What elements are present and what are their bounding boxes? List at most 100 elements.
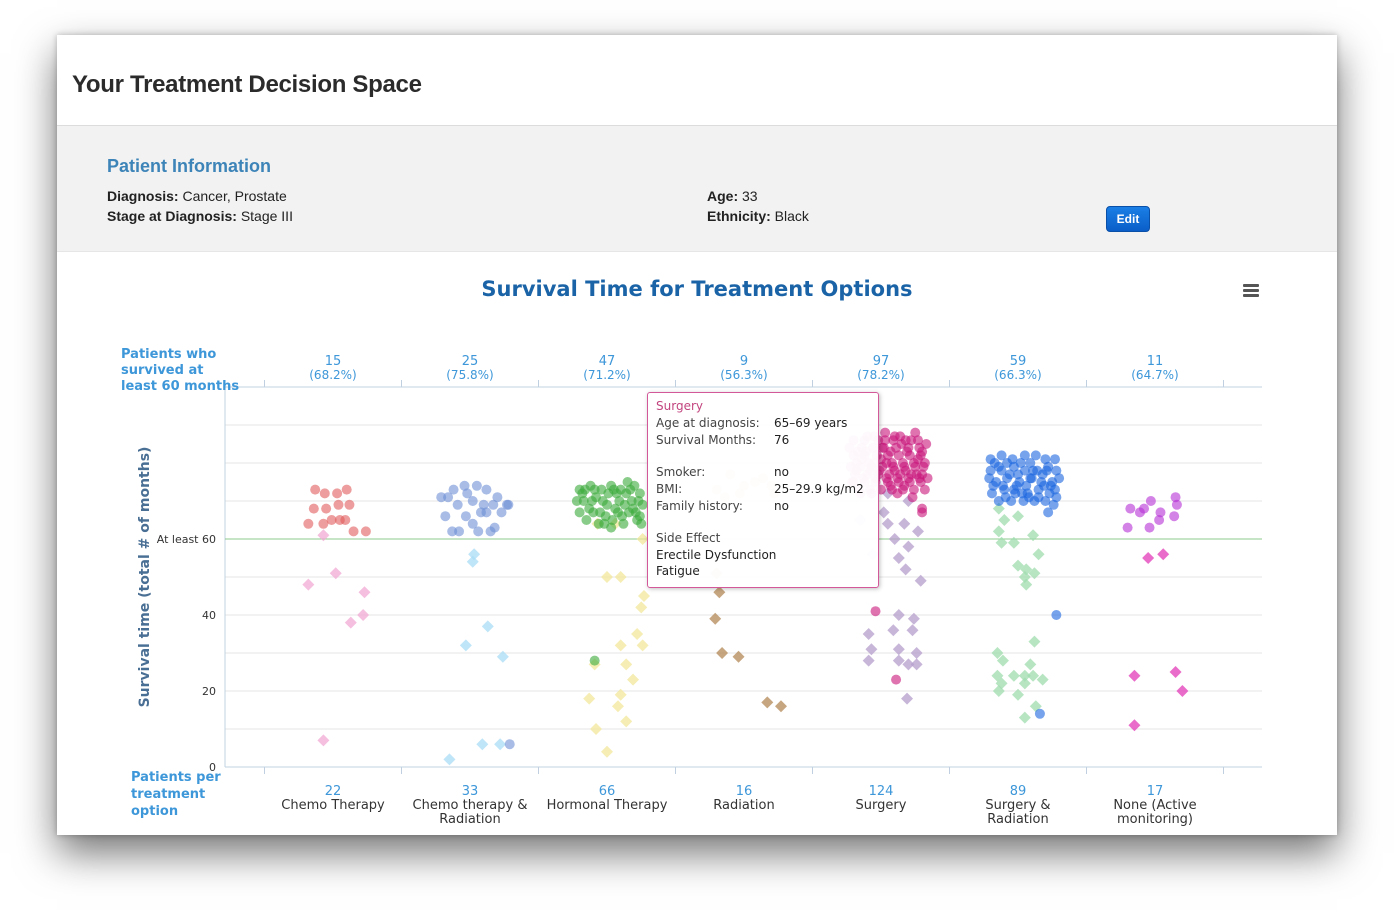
data-point-circle xyxy=(1139,503,1150,514)
tooltip-side-effect-2: Fatigue xyxy=(656,564,700,578)
data-point-diamond xyxy=(887,624,900,637)
total-row-label: treatment xyxy=(131,787,205,802)
data-point-circle xyxy=(880,435,891,446)
data-point-circle xyxy=(467,496,478,506)
survived-count: 47 xyxy=(599,354,616,369)
data-point-diamond xyxy=(590,723,603,735)
data-point-diamond xyxy=(1024,658,1037,671)
y-tick-label: 40 xyxy=(202,609,216,622)
category-label: Chemo Therapy xyxy=(281,798,385,813)
data-point-circle xyxy=(1171,499,1182,510)
data-point-diamond xyxy=(732,650,745,663)
data-point-circle xyxy=(1145,496,1156,506)
data-point-circle xyxy=(988,480,999,491)
data-point-circle xyxy=(321,503,332,514)
y-axis-title: Survival time (total # of months) xyxy=(137,447,153,708)
data-point-circle xyxy=(436,492,447,503)
ethnicity-value: Black xyxy=(774,208,809,224)
data-point-circle xyxy=(344,499,355,510)
data-point-circle xyxy=(333,499,344,510)
data-point-diamond xyxy=(910,658,923,671)
data-point-circle xyxy=(443,492,454,503)
total-count: 16 xyxy=(736,784,753,799)
data-point-diamond xyxy=(496,650,509,663)
data-point-circle xyxy=(997,480,1008,491)
data-point-circle xyxy=(581,515,592,525)
tooltip-age-label: Age at diagnosis: xyxy=(656,416,760,430)
tooltip-family-history-value: no xyxy=(774,499,789,513)
category-label: Surgery & xyxy=(985,798,1050,813)
data-point-diamond xyxy=(996,654,1009,667)
data-point-diamond xyxy=(910,647,923,659)
total-count: 33 xyxy=(462,784,479,799)
data-point-diamond xyxy=(907,612,920,625)
data-point-circle xyxy=(1051,610,1062,620)
tooltip-survival-value: 76 xyxy=(774,433,790,447)
data-point-circle xyxy=(599,518,610,529)
data-point-circle xyxy=(504,739,515,750)
data-point-diamond xyxy=(636,533,649,545)
data-point-circle xyxy=(1000,492,1011,503)
data-point-circle xyxy=(1154,515,1165,525)
data-point-diamond xyxy=(1020,578,1033,591)
data-point-diamond xyxy=(892,643,905,656)
data-point-circle xyxy=(912,435,923,446)
data-point-circle xyxy=(908,484,919,495)
data-point-diamond xyxy=(1176,685,1189,697)
data-point-circle xyxy=(610,503,621,514)
data-point-diamond xyxy=(302,578,315,591)
data-point-circle xyxy=(1048,499,1059,510)
survived-percent: (71.2%) xyxy=(583,368,630,382)
data-point-circle xyxy=(473,526,484,537)
data-point-diamond xyxy=(1028,635,1041,648)
data-point-circle xyxy=(630,507,641,518)
tooltip-bmi-label: BMI: xyxy=(656,482,683,496)
data-point-diamond xyxy=(1036,673,1049,686)
data-point-diamond xyxy=(716,647,729,659)
data-point-circle xyxy=(607,515,618,525)
data-point-circle xyxy=(918,461,929,472)
data-point-diamond xyxy=(998,514,1011,526)
patient-information-panel: Patient Information Diagnosis: Cancer, P… xyxy=(57,126,1337,252)
data-point-diamond xyxy=(888,533,901,545)
data-point-circle xyxy=(897,458,908,468)
data-point-diamond xyxy=(614,571,627,583)
data-point-diamond xyxy=(317,529,330,542)
data-point-circle xyxy=(589,655,600,666)
data-point-circle xyxy=(1041,465,1052,476)
data-point-diamond xyxy=(899,563,912,576)
data-point-circle xyxy=(318,518,329,529)
survival-chart-svg: Survival Time for Treatment Options At le… xyxy=(121,277,1262,827)
chart-menu-icon[interactable] xyxy=(1243,284,1259,298)
data-point-circle xyxy=(578,496,589,506)
data-point-diamond xyxy=(992,502,1005,515)
data-point-circle xyxy=(1028,465,1039,476)
data-point-circle xyxy=(902,446,913,457)
category-label: Chemo therapy & xyxy=(413,798,528,813)
data-point-diamond xyxy=(761,696,774,709)
data-point-circle xyxy=(1144,522,1155,533)
survived-count: 97 xyxy=(873,354,890,369)
data-point-circle xyxy=(900,465,911,476)
total-count: 66 xyxy=(599,784,616,799)
data-point-circle xyxy=(922,473,933,484)
data-point-diamond xyxy=(611,700,624,713)
data-point-circle xyxy=(633,496,644,506)
data-point-diamond xyxy=(774,700,787,713)
edit-button[interactable]: Edit xyxy=(1106,206,1150,232)
category-label: Radiation xyxy=(439,812,500,827)
data-point-circle xyxy=(1155,507,1166,518)
data-point-diamond xyxy=(991,647,1004,659)
data-point-diamond xyxy=(459,639,472,652)
data-point-diamond xyxy=(620,658,633,671)
data-point-circle xyxy=(1049,454,1060,465)
data-point-circle xyxy=(496,507,507,518)
data-point-circle xyxy=(452,499,463,510)
data-point-circle xyxy=(917,503,928,514)
data-point-diamond xyxy=(466,555,479,568)
data-point-circle xyxy=(1030,450,1041,461)
data-point-diamond xyxy=(1029,700,1042,713)
data-point-circle xyxy=(880,427,891,438)
